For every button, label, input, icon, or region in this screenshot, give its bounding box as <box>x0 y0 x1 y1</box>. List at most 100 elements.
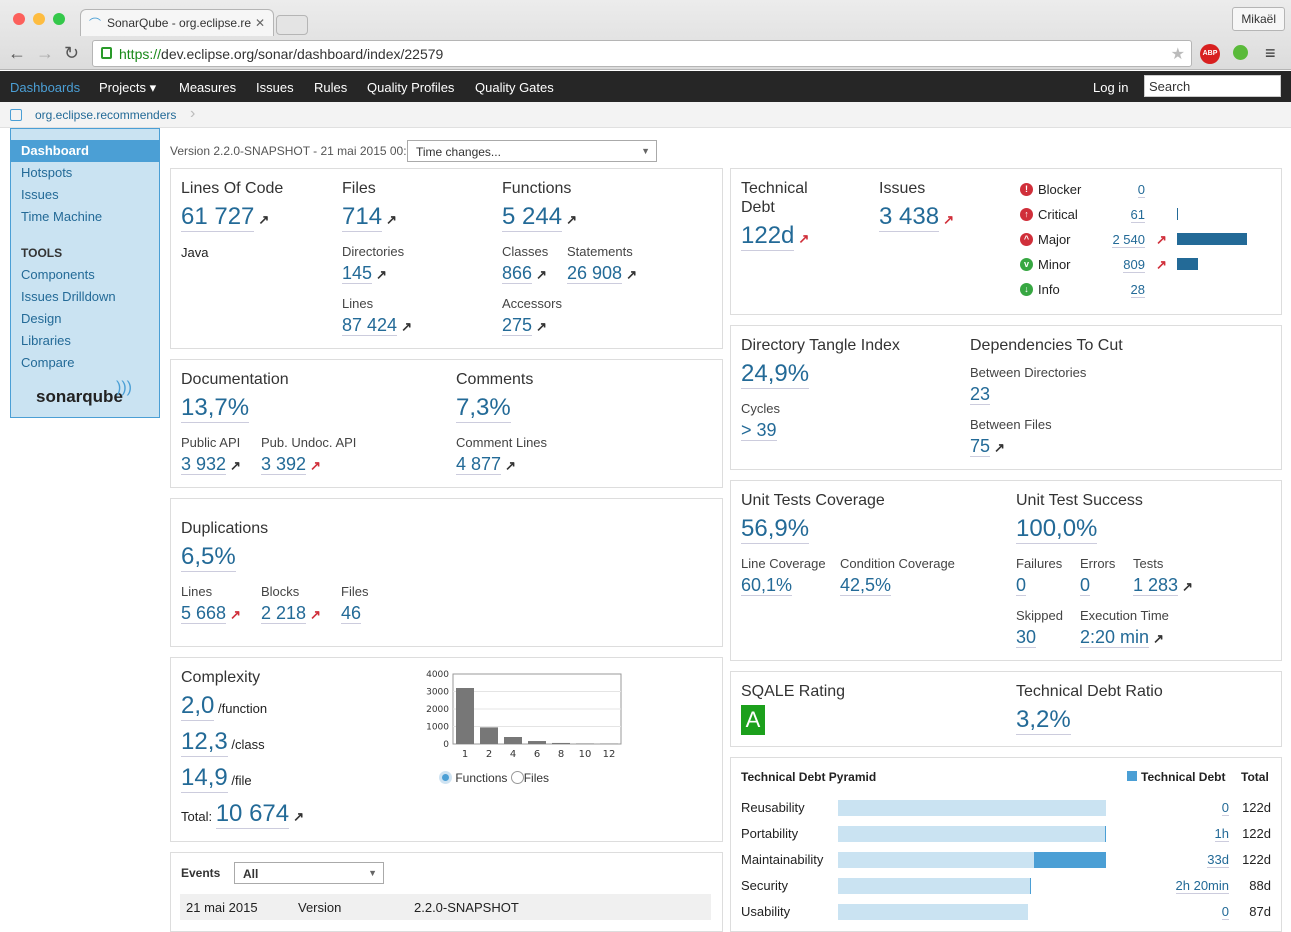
pyramid-security-debt[interactable]: 2h 20min <box>1176 878 1229 894</box>
between-files-value[interactable]: 75 <box>970 436 990 457</box>
nav-quality-gates[interactable]: Quality Gates <box>475 80 554 95</box>
trend-up-icon: ↗ <box>1153 631 1164 646</box>
star-icon[interactable]: ★ <box>1171 44 1185 64</box>
sidebar-item-compare[interactable]: Compare <box>21 355 74 370</box>
functions-radio[interactable] <box>439 771 452 784</box>
chart-ytick-label: 3000 <box>426 688 449 698</box>
chart-ytick-label: 1000 <box>426 723 449 733</box>
lines-label: Lines <box>342 296 373 311</box>
line-coverage-value[interactable]: 60,1% <box>741 575 792 596</box>
reload-icon[interactable]: ↻ <box>64 43 79 64</box>
test-success-value[interactable]: 100,0% <box>1016 515 1097 544</box>
new-tab-button[interactable] <box>276 15 308 35</box>
complexity-class-value[interactable]: 12,3 <box>181 728 228 757</box>
complexity-total-label: Total: <box>181 809 212 824</box>
duplications-value[interactable]: 6,5% <box>181 543 236 572</box>
dup-blocks-value[interactable]: 2 218 <box>261 603 306 624</box>
nav-projects[interactable]: Projects ▾ <box>99 80 156 96</box>
severity-blocker-count[interactable]: 0 <box>1138 182 1145 198</box>
complexity-file-value[interactable]: 14,9 <box>181 764 228 793</box>
sidebar-item-libraries[interactable]: Libraries <box>21 333 71 348</box>
debt-label-line1: Technical <box>741 180 808 198</box>
skipped-value[interactable]: 30 <box>1016 627 1036 648</box>
statements-value[interactable]: 26 908 <box>567 263 622 284</box>
complexity-function-value[interactable]: 2,0 <box>181 692 214 721</box>
between-dirs-value[interactable]: 23 <box>970 384 990 405</box>
pyramid-maintainability-debt[interactable]: 33d <box>1207 852 1229 868</box>
dup-files-value[interactable]: 46 <box>341 603 361 624</box>
debt-ratio-value[interactable]: 3,2% <box>1016 706 1071 735</box>
search-input[interactable]: Search <box>1144 75 1281 97</box>
severity-critical-count[interactable]: 61 <box>1131 207 1145 223</box>
adblock-icon[interactable]: ABP <box>1200 44 1220 64</box>
login-link[interactable]: Log in <box>1093 80 1128 95</box>
chart-xtick-label: 8 <box>558 749 564 760</box>
minimize-window-button[interactable] <box>33 13 45 25</box>
undoc-api-value[interactable]: 3 392 <box>261 454 306 475</box>
loc-value[interactable]: 61 727 <box>181 203 254 232</box>
severity-minor-count[interactable]: 809 <box>1123 257 1145 273</box>
comment-lines-value[interactable]: 4 877 <box>456 454 501 475</box>
back-icon[interactable]: ← <box>8 43 26 64</box>
debt-value[interactable]: 122d <box>741 222 794 251</box>
functions-value[interactable]: 5 244 <box>502 203 562 232</box>
maximize-window-button[interactable] <box>53 13 65 25</box>
between-files-label: Between Files <box>970 417 1052 432</box>
pyramid-portability-label: Portability <box>741 826 798 841</box>
nav-quality-profiles[interactable]: Quality Profiles <box>367 80 454 95</box>
issues-value[interactable]: 3 438 <box>879 203 939 232</box>
sidebar-item-dashboard[interactable]: Dashboard <box>21 143 89 158</box>
severity-info-count[interactable]: 28 <box>1131 282 1145 298</box>
events-filter-select[interactable]: All▼ <box>234 862 384 884</box>
pyramid-reusability-debt[interactable]: 0 <box>1222 800 1229 816</box>
sidebar-item-issues[interactable]: Issues <box>21 187 59 202</box>
nav-measures[interactable]: Measures <box>179 80 236 95</box>
trend-up-red-icon: ↗ <box>943 212 954 227</box>
address-bar[interactable]: https://dev.eclipse.org/sonar/dashboard/… <box>92 40 1192 67</box>
pyramid-usability-debt[interactable]: 0 <box>1222 904 1229 920</box>
files-radio[interactable] <box>511 771 524 784</box>
browser-tab[interactable]: ⌒SonarQube - org.eclipse.re✕ <box>80 9 274 36</box>
pyramid-portability-debt[interactable]: 1h <box>1215 826 1229 842</box>
menu-icon[interactable]: ≡ <box>1265 43 1276 64</box>
comments-value[interactable]: 7,3% <box>456 394 511 423</box>
chart-bar <box>576 743 594 744</box>
time-changes-select[interactable]: Time changes...▼ <box>407 140 657 162</box>
nav-issues[interactable]: Issues <box>256 80 294 95</box>
sidebar-item-components[interactable]: Components <box>21 267 95 282</box>
directories-value[interactable]: 145 <box>342 263 372 284</box>
forward-icon[interactable]: → <box>36 43 54 64</box>
tests-value[interactable]: 1 283 <box>1133 575 1178 596</box>
lines-value[interactable]: 87 424 <box>342 315 397 336</box>
files-value[interactable]: 714 <box>342 203 382 232</box>
severity-major-count[interactable]: 2 540 <box>1112 232 1145 248</box>
sidebar-item-issues-drilldown[interactable]: Issues Drilldown <box>21 289 116 304</box>
sidebar-item-design[interactable]: Design <box>21 311 61 326</box>
profile-button[interactable]: Mikaël <box>1232 7 1285 31</box>
cycles-value[interactable]: > 39 <box>741 420 777 441</box>
extension-icon[interactable] <box>1233 45 1248 60</box>
execution-time-value[interactable]: 2:20 min <box>1080 627 1149 648</box>
condition-coverage-value[interactable]: 42,5% <box>840 575 891 596</box>
close-window-button[interactable] <box>13 13 25 25</box>
tangle-value[interactable]: 24,9% <box>741 360 809 389</box>
classes-value[interactable]: 866 <box>502 263 532 284</box>
nav-rules[interactable]: Rules <box>314 80 347 95</box>
sqale-rating-badge[interactable]: A <box>741 705 765 735</box>
sidebar-item-hotspots[interactable]: Hotspots <box>21 165 72 180</box>
breadcrumb-project[interactable]: org.eclipse.recommenders <box>35 108 176 122</box>
pyramid-maintainability-label: Maintainability <box>741 852 823 867</box>
failures-value[interactable]: 0 <box>1016 575 1026 596</box>
errors-value[interactable]: 0 <box>1080 575 1090 596</box>
coverage-value[interactable]: 56,9% <box>741 515 809 544</box>
nav-dashboards[interactable]: Dashboards <box>10 80 80 95</box>
documentation-value[interactable]: 13,7% <box>181 394 249 423</box>
tangle-label: Directory Tangle Index <box>741 337 900 355</box>
close-tab-icon[interactable]: ✕ <box>255 16 265 30</box>
cycles-label: Cycles <box>741 401 780 416</box>
sidebar-item-time-machine[interactable]: Time Machine <box>21 209 102 224</box>
public-api-value[interactable]: 3 932 <box>181 454 226 475</box>
dup-lines-value[interactable]: 5 668 <box>181 603 226 624</box>
accessors-value[interactable]: 275 <box>502 315 532 336</box>
complexity-total-value[interactable]: 10 674 <box>216 800 289 829</box>
